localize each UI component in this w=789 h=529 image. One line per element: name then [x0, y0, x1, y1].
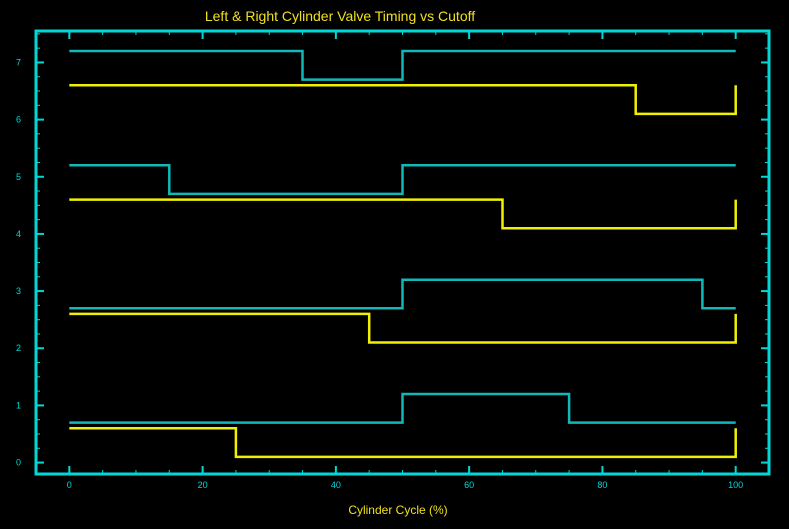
y-axis-ticks: 0 1 2 3 4 5 6 7: [16, 57, 769, 468]
chart-title: Left & Right Cylinder Valve Timing vs Cu…: [205, 8, 475, 24]
series-line-5: [69, 164, 736, 196]
series-line-1: [69, 392, 736, 424]
series-line-2: [69, 427, 737, 459]
series-line-7: [69, 49, 736, 81]
x-tick-label: 20: [198, 480, 208, 490]
series-line-4: [69, 312, 737, 344]
y-tick-label: 1: [16, 400, 21, 410]
y-tick-label: 3: [16, 286, 21, 296]
x-axis-ticks: 0 20 40 60 80 100: [67, 31, 743, 490]
x-tick-label: 40: [331, 480, 341, 490]
series-line-3: [69, 278, 736, 310]
x-tick-label: 100: [728, 480, 743, 490]
x-axis-label: Cylinder Cycle (%): [348, 503, 447, 517]
series-line-8: [69, 84, 737, 116]
y-tick-label: 2: [16, 343, 21, 353]
y-tick-label: 7: [16, 57, 21, 67]
y-tick-label: 4: [16, 229, 21, 239]
x-tick-label: 60: [464, 480, 474, 490]
series-line-6: [69, 198, 737, 230]
y-tick-label: 5: [16, 172, 21, 182]
y-tick-label: 0: [16, 458, 21, 468]
x-tick-label: 80: [597, 480, 607, 490]
x-tick-label: 0: [67, 480, 72, 490]
series-group: [69, 49, 737, 459]
y-tick-label: 6: [16, 115, 21, 125]
